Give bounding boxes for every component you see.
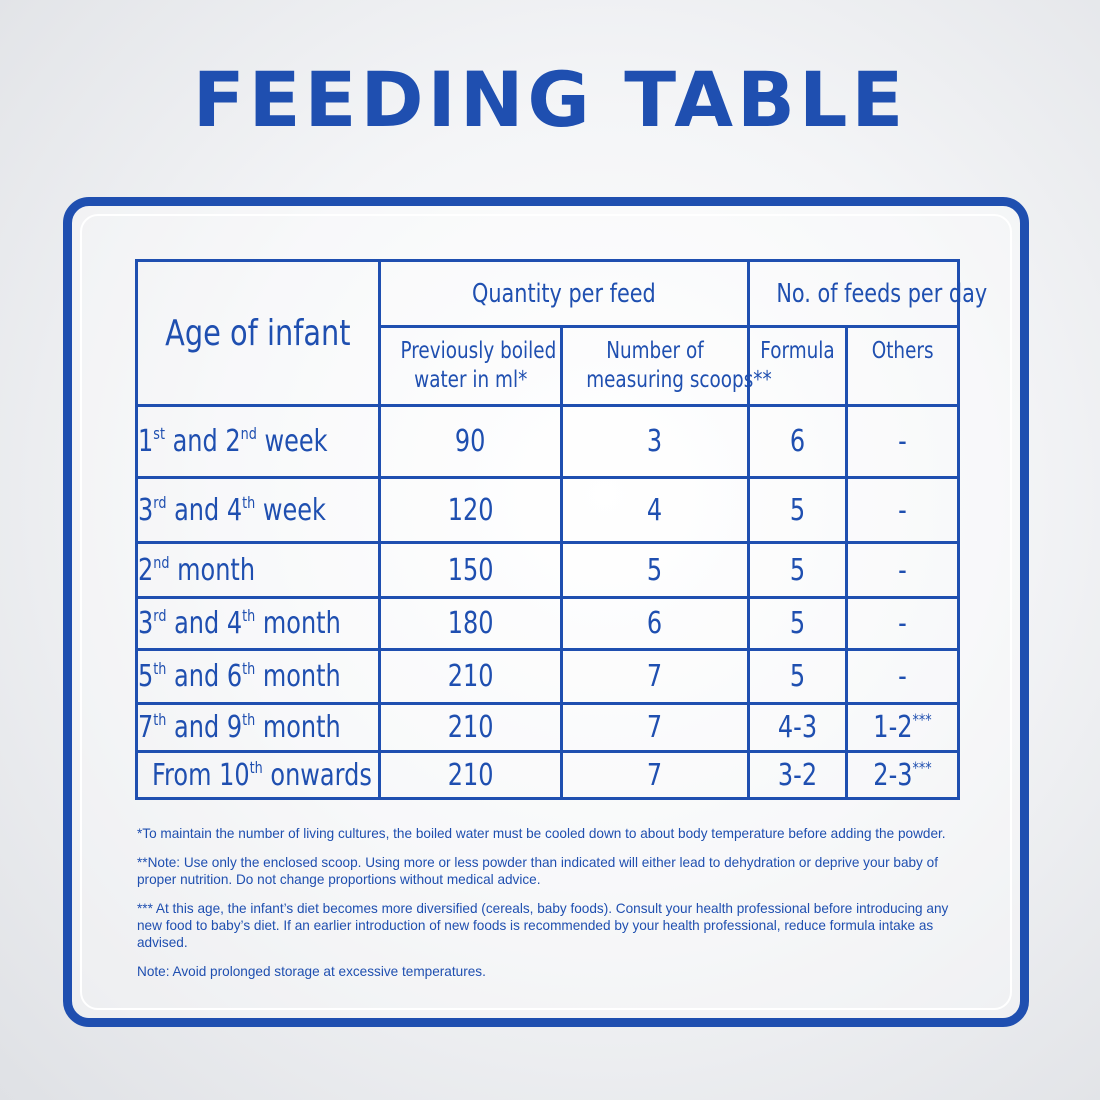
table-row: 2nd month 150 5 5 - — [135, 541, 961, 599]
header-formula: Formula — [747, 325, 849, 407]
table-row: 7th and 9th month 210 7 4-3 1-2*** — [135, 702, 961, 753]
water-cell: 210 — [378, 702, 563, 753]
scoops-cell: 7 — [559, 750, 751, 800]
table-frame-inner-outline — [80, 214, 1012, 1010]
age-cell: 1st and 2nd week — [135, 404, 381, 479]
age-cell: 3rd and 4th month — [135, 596, 381, 651]
formula-cell: 5 — [747, 541, 849, 599]
table-row: 3rd and 4th week 120 4 5 - — [135, 476, 961, 544]
header-quantity-per-feed: Quantity per feed — [377, 259, 751, 328]
scoops-cell: 5 — [559, 541, 751, 599]
header-water-ml: Previously boiled water in ml* — [378, 325, 563, 407]
footnote-storage: Note: Avoid prolonged storage at excessi… — [137, 964, 486, 979]
footnote-diet-diversification: *** At this age, the infant’s diet becom… — [137, 901, 949, 950]
others-cell: 2-3*** — [845, 750, 961, 800]
age-cell: 2nd month — [135, 541, 381, 599]
header-others: Others — [845, 325, 961, 407]
others-cell: - — [845, 476, 961, 544]
scoops-cell: 4 — [559, 476, 751, 544]
water-cell: 90 — [378, 404, 563, 479]
age-cell: From 10th onwards — [135, 750, 381, 800]
age-cell: 5th and 6th month — [135, 648, 381, 705]
age-cell: 7th and 9th month — [135, 702, 381, 753]
formula-cell: 6 — [747, 404, 849, 479]
others-cell: - — [845, 648, 961, 705]
scoops-cell: 3 — [559, 404, 751, 479]
table-row: From 10th onwards 210 7 3-2 2-3*** — [135, 750, 961, 800]
water-cell: 210 — [378, 750, 563, 800]
formula-cell: 5 — [747, 596, 849, 651]
formula-cell: 3-2 — [747, 750, 849, 800]
footnote-scoop-usage: **Note: Use only the enclosed scoop. Usi… — [137, 855, 938, 887]
formula-cell: 5 — [747, 476, 849, 544]
feeding-table: Age of infant Quantity per feed No. of f… — [135, 259, 987, 800]
scoops-cell: 6 — [559, 596, 751, 651]
page-title: FEEDING TABLE — [192, 55, 908, 144]
age-cell: 3rd and 4th week — [135, 476, 381, 544]
header-feeds-per-day: No. of feeds per day — [747, 259, 987, 328]
header-row-group: Age of infant Quantity per feed No. of f… — [135, 259, 987, 407]
header-age-of-infant: Age of infant — [135, 259, 381, 407]
footnotes: *To maintain the number of living cultur… — [137, 825, 967, 992]
others-cell: - — [845, 596, 961, 651]
others-cell: 1-2*** — [845, 702, 961, 753]
formula-cell: 4-3 — [747, 702, 849, 753]
footnote-water-temperature: *To maintain the number of living cultur… — [137, 826, 946, 841]
others-cell: - — [845, 404, 961, 479]
formula-cell: 5 — [747, 648, 849, 705]
header-measuring-scoops: Number of measuring scoops** — [559, 325, 772, 407]
table-row: 5th and 6th month 210 7 5 - — [135, 648, 961, 705]
table-row: 3rd and 4th month 180 6 5 - — [135, 596, 961, 651]
water-cell: 120 — [378, 476, 563, 544]
scoops-cell: 7 — [559, 648, 751, 705]
table-row: 1st and 2nd week 90 3 6 - — [135, 404, 961, 479]
water-cell: 180 — [378, 596, 563, 651]
others-cell: - — [845, 541, 961, 599]
scoops-cell: 7 — [559, 702, 751, 753]
water-cell: 210 — [378, 648, 563, 705]
water-cell: 150 — [378, 541, 563, 599]
header-row-sub: Previously boiled water in ml* Number of… — [137, 325, 961, 407]
